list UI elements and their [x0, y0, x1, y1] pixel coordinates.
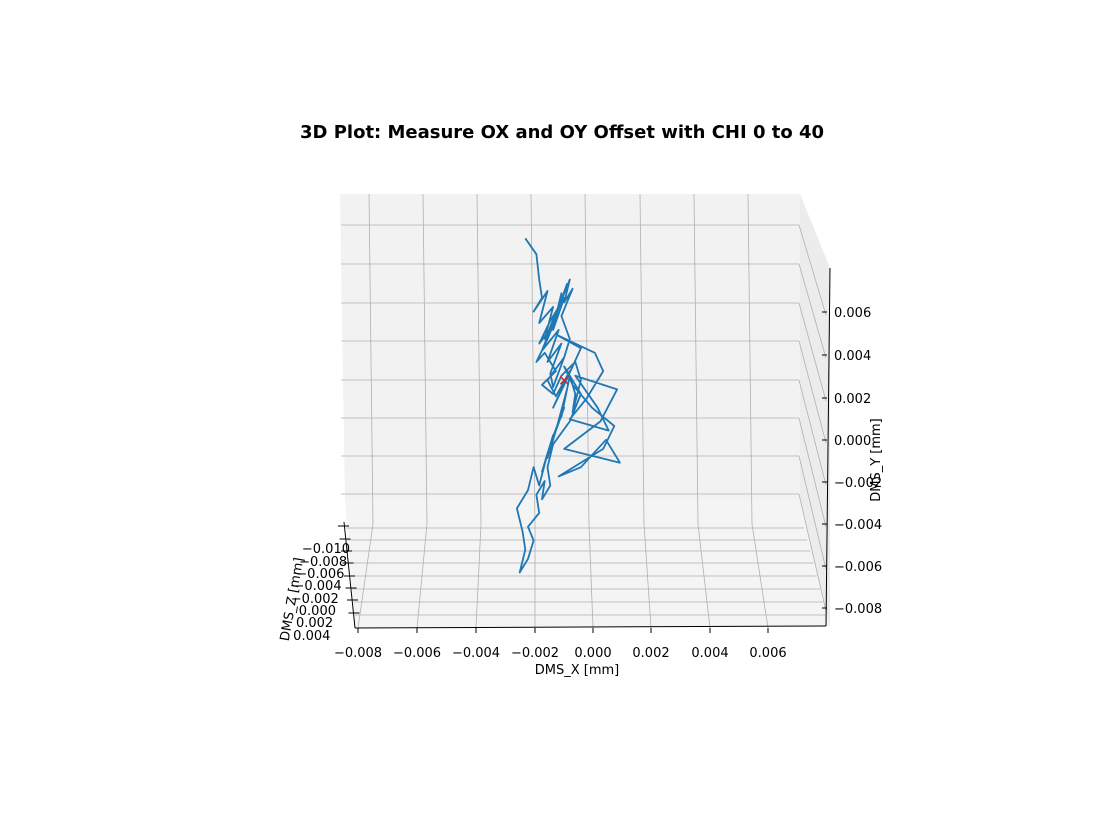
y-tick-label: −0.004: [834, 518, 882, 533]
y-axis-label: DMS_Y [mm]: [869, 418, 884, 502]
x-axis-label: DMS_X [mm]: [535, 663, 620, 678]
x-tick-label: −0.006: [393, 646, 441, 661]
marker-x-point: [559, 375, 569, 385]
data-series: [516, 237, 621, 574]
x-axis-line: [354, 625, 827, 629]
y-tick-label: 0.000: [834, 434, 871, 449]
z-tick-label: −0.008: [299, 555, 347, 570]
x-tick-label: −0.002: [511, 646, 559, 661]
chart-title: 3D Plot: Measure OX and OY Offset with C…: [300, 122, 824, 143]
markers: [559, 375, 569, 385]
x-tick-labels: −0.008 −0.006 −0.004 −0.002 0.000 0.002 0.004 0…: [334, 628, 787, 661]
y-tick-label: −0.002: [834, 476, 882, 491]
z-tick-label: −0.004: [293, 579, 341, 594]
y-tick-label: 0.004: [834, 349, 871, 364]
y-tick-label: 0.006: [834, 306, 871, 321]
y-tick-label: −0.008: [834, 602, 882, 617]
x-tick-label: −0.008: [334, 646, 382, 661]
y-tick-label: 0.002: [834, 392, 871, 407]
grid-lines: [341, 193, 827, 629]
y-tick-label: −0.006: [834, 560, 882, 575]
x-tick-label: 0.002: [632, 646, 669, 661]
z-axis-line: [343, 521, 356, 629]
y-tick-labels: 0.006 0.004 0.002 0.000 −0.002 −0.004 −0.006 −0…: [822, 306, 882, 617]
z-tick-label: 0.000: [299, 604, 336, 619]
z-tick-label: 0.002: [296, 616, 333, 631]
series-line-0: [516, 237, 621, 574]
x-tick-label: 0.006: [749, 646, 786, 661]
z-tick-labels: −0.010−0.008−0.006−0.004−0.0020.0000.002…: [291, 525, 360, 644]
x-tick-label: −0.004: [452, 646, 500, 661]
x-tick-label: 0.004: [691, 646, 728, 661]
z-tick-label: −0.006: [296, 567, 344, 582]
x-tick-label: 0.000: [574, 646, 611, 661]
back-pane: [340, 194, 800, 500]
floor-pane: [345, 500, 830, 628]
z-tick-label: −0.010: [302, 542, 350, 557]
z-tick-label: −0.002: [291, 592, 339, 607]
z-tick-label: 0.004: [293, 629, 330, 644]
